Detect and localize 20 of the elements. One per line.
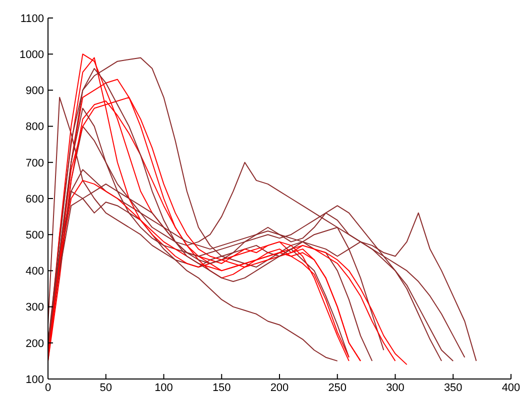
x-tick-label: 100	[154, 382, 173, 394]
y-tick-label: 100	[26, 374, 44, 386]
x-tick-label: 150	[212, 382, 231, 394]
y-tick-label: 500	[26, 230, 44, 242]
x-tick-label: 350	[444, 382, 462, 394]
x-tick-label: 250	[328, 382, 347, 394]
y-tick-label: 200	[26, 338, 44, 350]
y-tick-label: 1100	[20, 12, 44, 25]
y-tick-label: 600	[26, 193, 44, 206]
y-tick-label: 800	[26, 121, 44, 134]
y-tick-label: 1000	[20, 49, 44, 62]
x-tick-label: 300	[386, 382, 404, 394]
x-tick-label: 50	[100, 382, 112, 394]
y-tick-label: 700	[26, 157, 44, 170]
y-tick-label: 900	[26, 85, 44, 98]
y-tick-label: 300	[26, 302, 44, 314]
x-tick-label: 200	[270, 382, 289, 394]
x-tick-label: 0	[44, 382, 52, 394]
y-tick-label: 400	[26, 266, 44, 278]
x-tick-label: 400	[502, 382, 520, 394]
